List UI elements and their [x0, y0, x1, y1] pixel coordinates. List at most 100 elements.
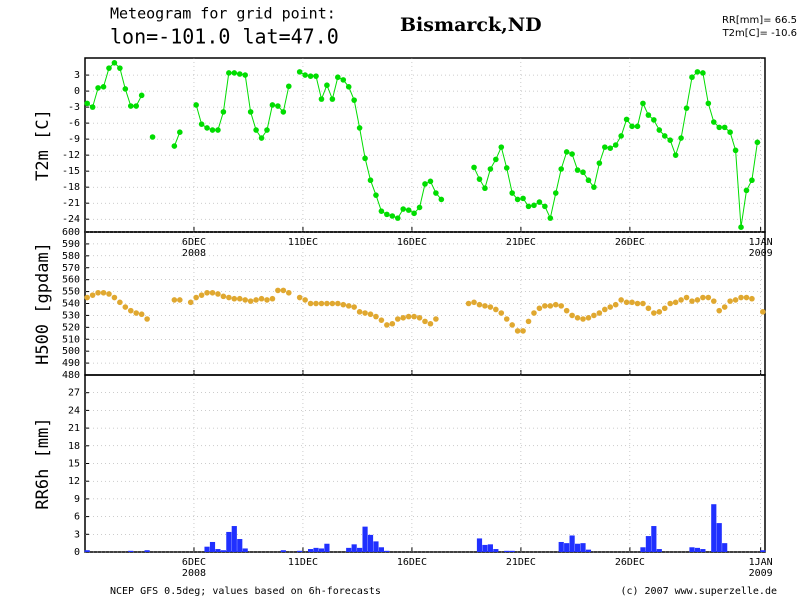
bar [569, 535, 575, 552]
marker [640, 300, 646, 307]
marker [247, 109, 254, 115]
marker [749, 177, 755, 184]
marker [171, 297, 178, 303]
marker [498, 144, 505, 150]
marker [329, 96, 336, 102]
y-tick-label: 24 [68, 405, 80, 416]
marker [356, 125, 363, 131]
bar [504, 550, 510, 552]
y-tick-label: 9 [74, 494, 80, 505]
x-tick-label: 21DEC [506, 237, 536, 248]
y-tick-label: -3 [68, 102, 80, 113]
marker [394, 215, 401, 221]
marker [400, 206, 407, 212]
marker [193, 102, 199, 108]
y-tick-label: 520 [62, 322, 80, 333]
marker [591, 312, 597, 319]
marker [623, 299, 630, 306]
bar [307, 549, 314, 552]
marker [373, 192, 379, 198]
marker [471, 164, 477, 171]
marker [307, 73, 314, 79]
bar [313, 547, 319, 552]
marker [531, 310, 537, 316]
footer: NCEP GFS 0.5deg; values based on 6h-fore… [110, 586, 381, 597]
marker [111, 294, 118, 301]
bar [237, 539, 243, 552]
bar [580, 543, 586, 552]
marker [558, 166, 565, 172]
marker [296, 69, 303, 75]
bar [700, 549, 706, 552]
x-tick-label: 11DEC [288, 557, 318, 568]
marker [171, 143, 178, 149]
marker [716, 124, 723, 131]
marker [133, 310, 140, 316]
x-tick-year: 2009 [749, 248, 773, 259]
marker [362, 155, 368, 162]
marker [689, 74, 695, 81]
bar [716, 523, 722, 552]
marker [710, 119, 717, 125]
marker [106, 291, 112, 297]
marker [138, 92, 145, 99]
marker [552, 190, 559, 196]
marker [318, 300, 325, 307]
marker [269, 102, 276, 108]
marker [378, 208, 385, 214]
marker [629, 299, 635, 306]
marker [307, 300, 314, 307]
marker [144, 316, 150, 322]
marker [760, 309, 766, 315]
marker [149, 134, 156, 140]
marker [280, 109, 287, 115]
marker [389, 213, 396, 219]
x-tick-label: 6DEC [182, 237, 206, 248]
marker [231, 295, 238, 302]
marker [732, 297, 739, 303]
marker [296, 294, 303, 301]
y-tick-label: -15 [62, 166, 80, 177]
marker [269, 295, 276, 302]
marker [596, 310, 603, 316]
marker [231, 70, 238, 76]
bar [509, 550, 515, 552]
bar [476, 538, 483, 552]
marker [106, 65, 112, 71]
y-tick-label: 6 [74, 512, 80, 523]
marker [612, 142, 619, 148]
y-tick-label: 510 [62, 334, 80, 345]
marker [585, 177, 592, 184]
marker [514, 328, 521, 334]
marker [236, 71, 243, 77]
marker [482, 185, 488, 192]
bar [220, 550, 226, 552]
marker [302, 72, 308, 78]
marker [754, 139, 761, 146]
marker [242, 72, 248, 78]
marker [329, 300, 336, 307]
marker [264, 297, 270, 303]
marker [651, 117, 657, 123]
marker [607, 145, 614, 152]
marker [313, 73, 319, 79]
marker [689, 298, 695, 304]
y-tick-label: -18 [62, 182, 80, 193]
marker [471, 299, 477, 306]
marker [209, 289, 216, 296]
marker [198, 121, 205, 127]
marker [656, 309, 663, 315]
chart-subtitle: lon=-101.0 lat=47.0 [110, 25, 339, 49]
marker [574, 167, 581, 173]
marker [384, 322, 390, 328]
marker [275, 287, 281, 294]
marker [683, 105, 690, 111]
bar [318, 548, 325, 552]
marker [580, 316, 586, 322]
marker [563, 149, 570, 155]
marker [411, 313, 417, 320]
marker [727, 129, 733, 135]
marker [520, 328, 526, 334]
marker [678, 135, 684, 141]
marker [493, 156, 499, 163]
